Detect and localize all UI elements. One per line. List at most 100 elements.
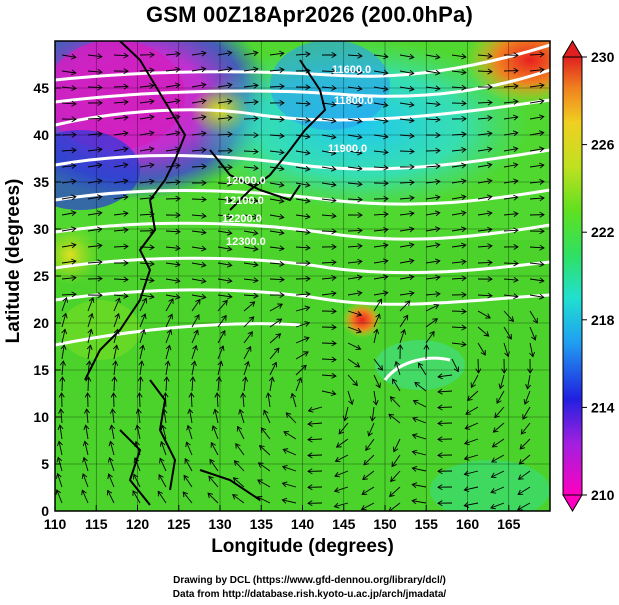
streamline <box>87 212 102 216</box>
streamline <box>263 410 271 424</box>
streamline <box>490 502 505 509</box>
streamline <box>518 470 531 480</box>
streamline <box>464 454 479 460</box>
streamline-arrowhead <box>159 457 165 464</box>
streamline <box>291 393 297 408</box>
streamline-arrowhead <box>253 115 259 122</box>
streamline-arrowhead <box>60 344 67 350</box>
streamline-arrowhead <box>411 466 418 472</box>
streamline-arrowhead <box>276 318 283 324</box>
streamline-arrowhead <box>97 53 103 60</box>
streamline-arrowhead <box>189 376 196 382</box>
streamline <box>243 214 258 218</box>
streamline-arrowhead <box>369 416 376 422</box>
streamline-arrowhead <box>409 117 415 124</box>
streamline-arrowhead <box>520 428 527 435</box>
streamline <box>87 117 103 120</box>
streamline-arrowhead <box>512 162 519 169</box>
streamline <box>269 52 284 56</box>
streamline <box>389 486 401 497</box>
streamline-arrowhead <box>409 163 415 170</box>
streamline <box>113 345 118 360</box>
streamline-arrowhead <box>305 260 311 267</box>
streamline <box>392 378 401 392</box>
streamline <box>425 244 440 248</box>
streamline-arrowhead <box>227 164 233 171</box>
streamline-arrowhead <box>305 100 311 107</box>
streamline-arrowhead <box>183 474 189 481</box>
streamline <box>529 180 544 184</box>
streamline <box>243 150 259 153</box>
streamline-arrowhead <box>513 243 519 250</box>
streamline-arrowhead <box>220 330 226 336</box>
streamline <box>338 422 349 435</box>
streamline <box>335 454 349 462</box>
streamline <box>165 246 180 249</box>
streamline <box>165 132 180 136</box>
streamline-arrowhead <box>301 364 307 371</box>
streamline <box>464 502 479 507</box>
streamline-arrowhead <box>174 293 181 300</box>
streamline <box>261 427 271 440</box>
streamline-arrowhead <box>365 445 371 452</box>
streamline-arrowhead <box>331 243 337 250</box>
streamline-arrowhead <box>136 392 143 398</box>
streamline <box>113 196 128 200</box>
streamline <box>451 342 466 346</box>
streamline-arrowhead <box>305 133 311 140</box>
streamline <box>243 117 259 120</box>
streamline <box>269 262 284 265</box>
streamline-arrowhead <box>279 116 285 123</box>
streamline-arrowhead <box>149 67 155 74</box>
streamline-arrowhead <box>279 99 285 106</box>
streamline-arrowhead <box>409 226 415 233</box>
streamline <box>388 413 401 424</box>
streamline-arrowhead <box>97 275 103 282</box>
streamline <box>61 164 76 168</box>
streamline-arrowhead <box>201 196 207 203</box>
streamline <box>496 390 505 404</box>
streamline-arrowhead <box>159 440 166 447</box>
streamline-arrowhead <box>253 197 259 204</box>
streamline <box>61 196 76 200</box>
streamline-arrowhead <box>357 149 363 156</box>
streamline-arrowhead <box>461 162 467 169</box>
streamline-arrowhead <box>279 245 285 252</box>
streamline-arrowhead <box>513 276 519 283</box>
streamline-arrowhead <box>123 130 129 137</box>
streamline <box>157 491 167 504</box>
colorbar-tick-label: 222 <box>591 224 615 240</box>
streamline-arrowhead <box>538 114 545 121</box>
streamline-arrowhead <box>437 468 443 475</box>
streamline <box>347 358 360 368</box>
streamline <box>529 116 544 120</box>
streamline <box>529 53 545 56</box>
streamline-arrowhead <box>435 163 441 170</box>
streamline-arrowhead <box>539 211 545 218</box>
streamline-arrowhead <box>461 324 467 331</box>
streamline-arrowhead <box>522 414 528 420</box>
streamline <box>477 54 492 57</box>
streamline <box>451 133 467 136</box>
streamline-arrowhead <box>331 197 337 204</box>
streamline <box>308 422 323 425</box>
streamline <box>217 230 232 234</box>
streamline-arrowhead <box>357 212 363 219</box>
streamline <box>388 502 401 511</box>
streamline-arrowhead <box>160 424 167 431</box>
streamline <box>217 52 232 56</box>
streamline-arrowhead <box>279 149 285 156</box>
streamline <box>158 474 167 488</box>
streamline <box>217 377 220 392</box>
streamline-arrowhead <box>491 457 497 463</box>
y-tick-label: 45 <box>33 80 49 96</box>
streamline-arrowhead <box>307 468 313 475</box>
streamline <box>373 390 377 405</box>
streamline-arrowhead <box>487 115 493 122</box>
streamline <box>269 318 282 328</box>
streamline <box>191 361 196 376</box>
streamline-arrowhead <box>437 484 443 491</box>
streamline <box>269 166 284 170</box>
streamline-arrowhead <box>305 291 311 298</box>
streamline-arrowhead <box>186 424 192 431</box>
